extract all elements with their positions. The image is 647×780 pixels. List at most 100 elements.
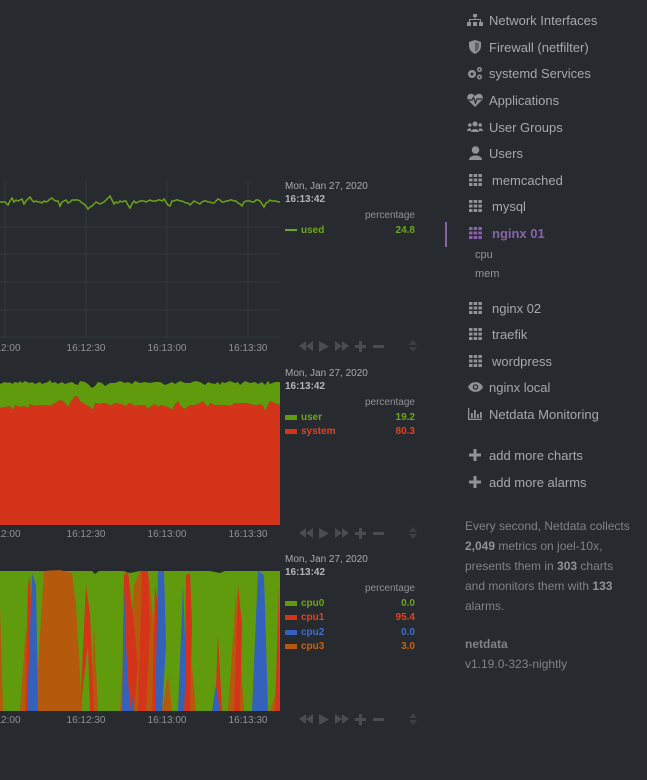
add-more-alarms-label: add more alarms [489, 474, 587, 490]
sidebar-nav: Network Interfaces Firewall (netfilter) … [445, 0, 647, 780]
version-title: netdata [465, 637, 508, 651]
resize-handle[interactable] [404, 713, 422, 725]
active-indicator [445, 222, 447, 247]
sidebar-subitem-mem[interactable]: mem [475, 268, 500, 280]
legend-units: percentage [364, 210, 415, 221]
chart-plot-cpu-per-core[interactable] [0, 565, 280, 711]
legend-dimension-cpu0[interactable]: cpu0 0.0 [285, 596, 415, 611]
forward-icon [335, 528, 349, 538]
sidebar-item-nginx-local[interactable]: nginx local [467, 377, 550, 397]
minus-icon [372, 344, 384, 348]
zoom-in-button[interactable] [351, 340, 369, 352]
plus-icon [467, 449, 483, 461]
zoom-out-button[interactable] [369, 340, 387, 352]
sidebar-item-applications[interactable]: Applications [467, 90, 559, 110]
play-button[interactable] [315, 713, 333, 725]
heartbeat-icon [467, 93, 483, 107]
sidebar-item-firewall[interactable]: Firewall (netfilter) [467, 37, 589, 57]
bar-chart-icon [467, 407, 483, 421]
sidebar-item-systemd-services[interactable]: systemd Services [467, 63, 591, 83]
resize-handle[interactable] [404, 527, 422, 539]
legend-time: 16:13:42 [285, 567, 326, 578]
legend-dimension-used[interactable]: used 24.8 [285, 223, 415, 238]
x-tick: 16:13:00 [147, 715, 187, 726]
grid-icon [467, 354, 483, 368]
backward-icon [299, 341, 313, 351]
play-button[interactable] [315, 340, 333, 352]
legend-time: 16:13:42 [285, 381, 326, 392]
sidebar-item-memcached[interactable]: memcached [467, 170, 563, 190]
dimension-name: cpu3 [301, 641, 325, 653]
legend-dimension-user[interactable]: user 19.2 [285, 410, 415, 425]
legend-date: Mon, Jan 27, 2020 [285, 181, 368, 192]
grid-icon [467, 301, 483, 315]
play-icon [319, 713, 329, 725]
zoom-in-button[interactable] [351, 527, 369, 539]
x-tick: 16:12:30 [66, 343, 106, 354]
x-axis-mem: 12:00 16:12:30 16:13:00 16:13:30 [0, 343, 290, 357]
color-swatch-icon [285, 414, 297, 420]
pan-left-button[interactable] [297, 527, 315, 539]
summary-text: metrics on joel-10x, presents them in [465, 539, 603, 573]
dimension-name: cpu1 [301, 612, 325, 624]
zoom-out-button[interactable] [369, 713, 387, 725]
legend-date: Mon, Jan 27, 2020 [285, 554, 368, 565]
pan-right-button[interactable] [333, 527, 351, 539]
sidebar-item-wordpress[interactable]: wordpress [467, 351, 552, 371]
zoom-out-button[interactable] [369, 527, 387, 539]
summary-text: Every second, Netdata collects [465, 519, 630, 533]
sidebar-item-user-groups[interactable]: User Groups [467, 117, 563, 137]
dimension-name: cpu0 [301, 597, 325, 609]
legend-dimension-system[interactable]: system 80.3 [285, 425, 415, 440]
sidebar-item-nginx-02[interactable]: nginx 02 [467, 298, 541, 318]
dimension-name: used [301, 224, 325, 236]
sidebar-item-netdata-monitoring[interactable]: Netdata Monitoring [467, 404, 599, 424]
chart-plot-cpu[interactable] [0, 379, 280, 525]
pan-right-button[interactable] [333, 713, 351, 725]
resize-handle[interactable] [404, 340, 422, 352]
plus-icon [354, 340, 366, 352]
add-more-alarms-link[interactable]: add more alarms [467, 472, 587, 492]
sidebar-item-network-interfaces[interactable]: Network Interfaces [467, 10, 597, 30]
legend-dimension-cpu3[interactable]: cpu3 3.0 [285, 640, 415, 655]
chart-mem: 12:00 16:12:30 16:13:00 16:13:30 Mon, Ja… [0, 180, 440, 355]
color-swatch-icon [285, 429, 297, 435]
x-tick: 16:12:30 [66, 715, 106, 726]
sort-icon [409, 340, 417, 352]
summary-text: alarms. [465, 599, 505, 613]
chart-plot-mem[interactable] [0, 180, 280, 338]
sidebar-item-users[interactable]: Users [467, 143, 523, 163]
color-swatch-icon [285, 629, 297, 635]
add-more-charts-link[interactable]: add more charts [467, 445, 583, 465]
sidebar-item-traefik[interactable]: traefik [467, 324, 527, 344]
grid-icon [467, 173, 483, 187]
chart-legend-cpu: Mon, Jan 27, 2020 16:13:42 percentage us… [285, 367, 415, 439]
sidebar-item-label: User Groups [489, 119, 563, 135]
zoom-in-button[interactable] [351, 713, 369, 725]
backward-icon [299, 528, 313, 538]
forward-icon [335, 714, 349, 724]
user-icon [467, 146, 483, 160]
play-button[interactable] [315, 527, 333, 539]
dimension-name: cpu2 [301, 626, 325, 638]
sidebar-item-label: nginx 01 [492, 225, 545, 241]
pan-right-button[interactable] [333, 340, 351, 352]
add-more-charts-label: add more charts [489, 447, 583, 463]
sidebar-item-nginx-01[interactable]: nginx 01 [467, 223, 545, 243]
dimension-value: 3.0 [401, 641, 415, 653]
sidebar-item-label: nginx 02 [492, 300, 542, 316]
sidebar-subitem-cpu[interactable]: cpu [475, 249, 493, 261]
pan-left-button[interactable] [297, 340, 315, 352]
dimension-value: 0.0 [401, 597, 415, 609]
x-tick: 12:00 [0, 715, 21, 726]
legend-dimension-cpu2[interactable]: cpu2 0.0 [285, 625, 415, 640]
legend-dimension-cpu1[interactable]: cpu1 95.4 [285, 611, 415, 626]
play-icon [319, 340, 329, 352]
x-axis-cpu: 12:00 16:12:30 16:13:00 16:13:30 [0, 529, 290, 543]
pan-left-button[interactable] [297, 713, 315, 725]
plus-icon [467, 476, 483, 488]
sidebar-item-mysql[interactable]: mysql [467, 196, 526, 216]
eye-icon [467, 380, 483, 394]
dimension-value: 80.3 [395, 426, 415, 438]
color-swatch-icon [285, 600, 297, 606]
